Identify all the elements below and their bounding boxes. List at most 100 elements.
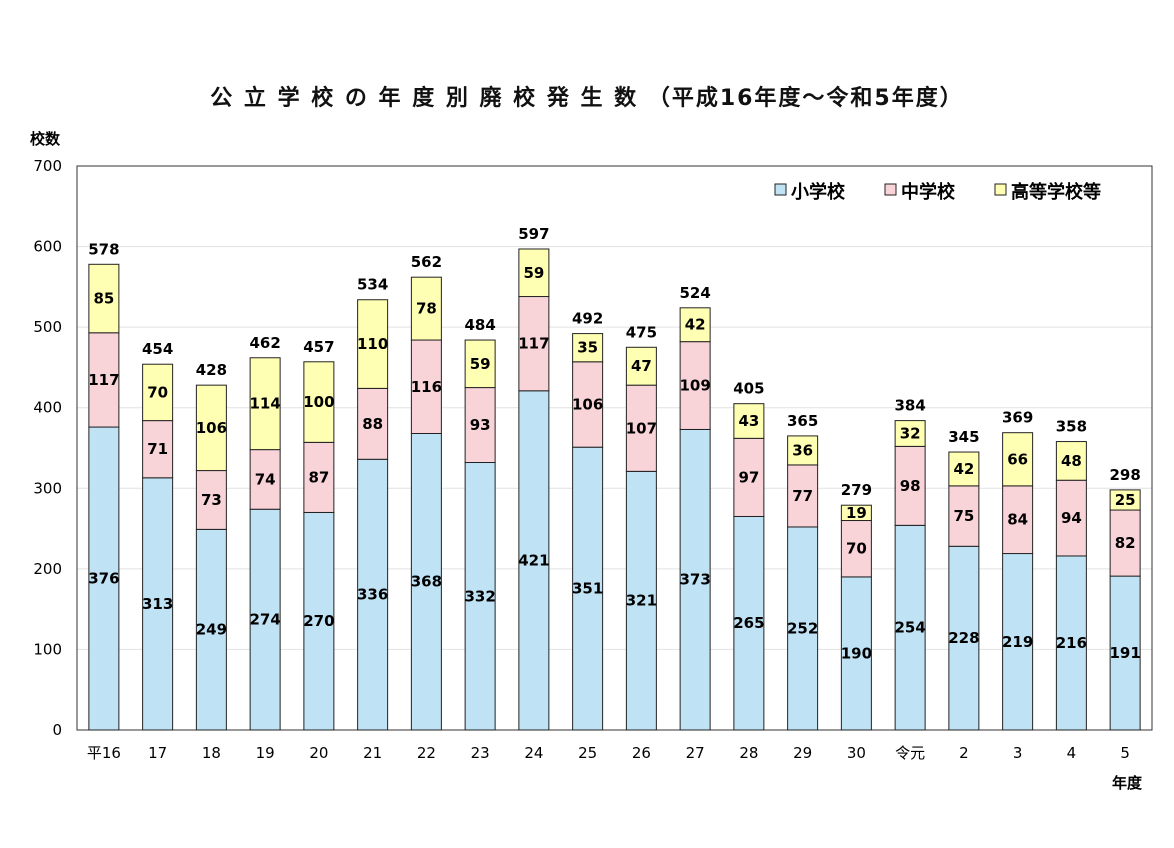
legend-label: 中学校 <box>901 181 956 203</box>
segment-value-label: 43 <box>738 412 759 430</box>
segment-value-label: 191 <box>1109 644 1140 662</box>
segment-value-label: 421 <box>518 551 549 569</box>
segment-value-label: 75 <box>953 507 974 525</box>
segment-value-label: 42 <box>685 316 706 334</box>
segment-value-label: 19 <box>846 504 867 522</box>
segment-value-label: 84 <box>1007 511 1028 529</box>
bar-total-label: 428 <box>196 361 227 379</box>
segment-value-label: 109 <box>679 377 710 395</box>
segment-value-label: 265 <box>733 614 764 632</box>
segment-value-label: 116 <box>411 378 442 396</box>
x-tick-label: 21 <box>363 744 382 762</box>
segment-value-label: 48 <box>1061 452 1082 470</box>
bar-segment <box>142 363 174 422</box>
bar-total-label: 534 <box>357 276 388 294</box>
bar-segment <box>787 526 819 731</box>
segment-value-label: 77 <box>792 487 813 505</box>
x-tick-label: 28 <box>739 744 758 762</box>
bar-segment <box>518 296 550 392</box>
x-tick-label: 5 <box>1120 744 1130 762</box>
chart-title: 公 立 学 校 の 年 度 別 廃 校 発 生 数 （平成16年度～令和5年度） <box>210 86 964 111</box>
bar-segment <box>249 508 281 731</box>
bar-segment <box>733 403 765 439</box>
x-tick-label: 平16 <box>87 744 121 762</box>
segment-value-label: 216 <box>1056 634 1087 652</box>
bar-total-label: 597 <box>518 225 549 243</box>
segment-value-label: 82 <box>1115 534 1136 552</box>
bar-segment <box>518 248 550 298</box>
bar-segment <box>679 307 711 343</box>
x-tick-label: 18 <box>202 744 221 762</box>
segment-value-label: 252 <box>787 619 818 637</box>
bar-segment <box>733 515 765 731</box>
segment-value-label: 336 <box>357 586 388 604</box>
x-axis-unit: 年度 <box>1112 774 1143 792</box>
bar-segment <box>1109 575 1141 731</box>
x-tick-label: 17 <box>148 744 167 762</box>
segment-value-label: 254 <box>894 619 925 637</box>
legend-swatch <box>994 183 1007 196</box>
grid-lines <box>77 246 1152 650</box>
segment-value-label: 59 <box>523 264 544 282</box>
segment-value-label: 74 <box>255 470 276 488</box>
bar-segment <box>840 504 872 522</box>
legend-swatch <box>884 183 897 196</box>
y-tick-label: 100 <box>33 640 62 658</box>
bar-segment <box>464 387 496 464</box>
segment-value-label: 219 <box>1002 633 1033 651</box>
y-tick-label: 700 <box>33 157 62 175</box>
x-tick-label: 24 <box>524 744 543 762</box>
y-tick-label: 400 <box>33 399 62 417</box>
segment-value-label: 66 <box>1007 450 1028 468</box>
segment-value-label: 32 <box>900 424 921 442</box>
bar-total-label: 524 <box>679 284 710 302</box>
segment-value-label: 35 <box>577 339 598 357</box>
y-tick-label: 0 <box>52 721 62 739</box>
x-tick-label: 20 <box>309 744 328 762</box>
bar-segment <box>88 263 120 334</box>
bar-total-label: 384 <box>894 397 925 415</box>
segment-value-label: 249 <box>196 621 227 639</box>
segment-value-label: 106 <box>196 419 227 437</box>
bar-segment <box>787 464 819 528</box>
segment-value-label: 59 <box>470 355 491 373</box>
bar-segment <box>625 470 657 731</box>
value-labels: 376 117 85 578 313 71 70 454 249 73 106 428 274 74 114… <box>88 225 1141 662</box>
bar-segment <box>679 341 711 430</box>
x-tick-label: 22 <box>417 744 436 762</box>
x-tick-label: 29 <box>793 744 812 762</box>
bar-segment <box>894 420 926 447</box>
segment-value-label: 70 <box>147 383 168 401</box>
segment-value-label: 114 <box>249 395 280 413</box>
bar-segment <box>410 276 442 341</box>
legend-label: 小学校 <box>791 181 846 203</box>
bar-segment <box>1002 432 1034 487</box>
segment-value-label: 313 <box>142 595 173 613</box>
bar-segment <box>518 390 550 731</box>
bar-segment <box>948 451 980 487</box>
bar-segment <box>303 441 335 513</box>
bar-segment <box>249 357 281 451</box>
bar-total-label: 492 <box>572 310 603 328</box>
plot-area-frame <box>76 165 1153 731</box>
segment-value-label: 274 <box>249 611 280 629</box>
bar-segment <box>1055 555 1087 731</box>
segment-value-label: 87 <box>308 468 329 486</box>
segment-value-label: 368 <box>411 573 442 591</box>
bar-segment <box>88 426 120 731</box>
bar-segment <box>572 361 604 448</box>
legend-label: 高等学校等 <box>1011 181 1101 203</box>
x-tick-label: 2 <box>959 744 969 762</box>
x-tick-label: 25 <box>578 744 597 762</box>
segment-value-label: 107 <box>626 419 657 437</box>
bar-segment <box>357 387 389 460</box>
segment-value-label: 228 <box>948 629 979 647</box>
segment-value-label: 47 <box>631 357 652 375</box>
bar-segment <box>410 339 442 434</box>
bar-total-label: 279 <box>841 481 872 499</box>
segment-value-label: 106 <box>572 395 603 413</box>
segment-value-label: 100 <box>303 393 334 411</box>
segment-value-label: 373 <box>679 571 710 589</box>
x-tick-label: 27 <box>686 744 705 762</box>
